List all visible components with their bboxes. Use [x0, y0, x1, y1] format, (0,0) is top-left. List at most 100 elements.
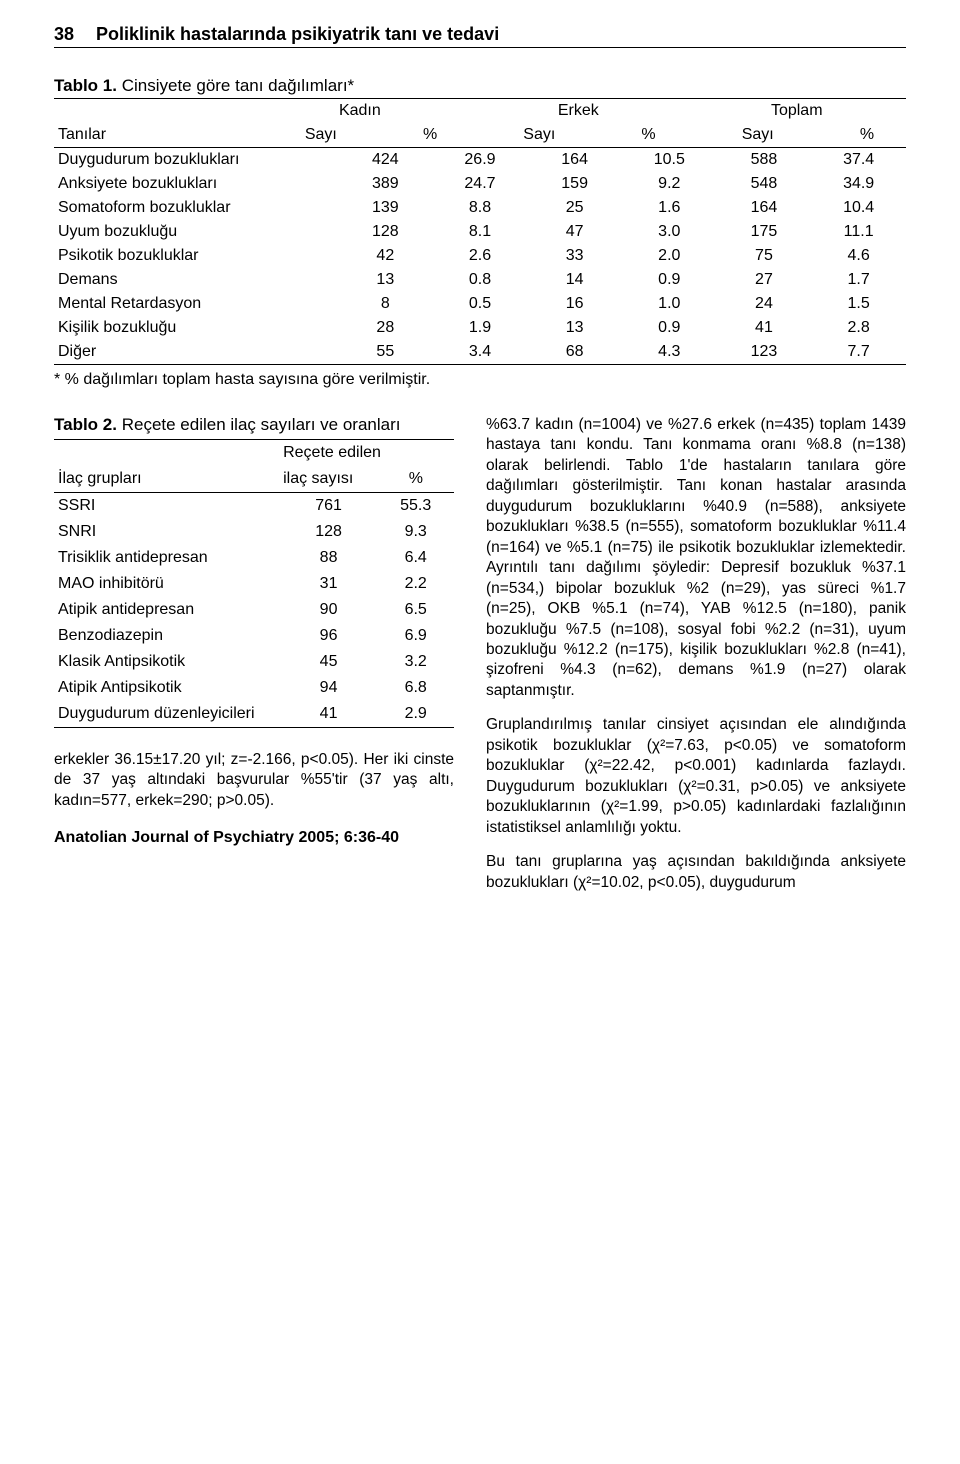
table2-count: 761	[280, 493, 378, 519]
table1-subheader-row: Tanılar Sayı % Sayı % Sayı %	[54, 123, 906, 147]
table-row: Benzodiazepin966.9	[54, 623, 454, 649]
table1-group-header-row: Kadın Erkek Toplam	[54, 99, 906, 123]
page: 38 Poliklinik hastalarında psikiyatrik t…	[0, 0, 960, 1464]
table-row: MAO inhibitörü312.2	[54, 571, 454, 597]
table2-row-label: Atipik Antipsikotik	[54, 675, 280, 701]
table2-body: SSRI76155.3SNRI1289.3Trisiklik antidepre…	[54, 493, 454, 727]
table-row: Psikotik bozukluklar422.6332.0754.6	[54, 244, 906, 268]
table-row: Mental Retardasyon80.5161.0241.5	[54, 292, 906, 316]
table1-cell: 1.9	[433, 316, 528, 340]
table-row: SSRI76155.3	[54, 493, 454, 519]
table1-cell: 16	[527, 292, 622, 316]
table2-row-label: Duygudurum düzenleyicileri	[54, 701, 280, 727]
table-row: Trisiklik antidepresan886.4	[54, 545, 454, 571]
table1-body: Duygudurum bozuklukları42426.916410.5588…	[54, 148, 906, 364]
table1-cell: 7.7	[811, 340, 906, 364]
table1-title: Tablo 1. Cinsiyete göre tanı dağılımları…	[54, 76, 906, 96]
table1-subhead: Sayı	[251, 123, 391, 147]
table1-footnote: * % dağılımları toplam hasta sayısına gö…	[54, 371, 906, 389]
table2-pct: 6.4	[377, 545, 454, 571]
table1-cell: 28	[338, 316, 433, 340]
table1-subhead: %	[391, 123, 469, 147]
journal-reference: Anatolian Journal of Psychiatry 2005; 6:…	[54, 829, 454, 847]
table2-row-label: MAO inhibitörü	[54, 571, 280, 597]
table-row: Atipik Antipsikotik946.8	[54, 675, 454, 701]
table1-cell: 588	[717, 148, 812, 172]
table1-cell: 0.8	[433, 268, 528, 292]
table1-cell: 1.6	[622, 196, 717, 220]
table2-row-label: Klasik Antipsikotik	[54, 649, 280, 675]
table2-header: Reçete edilen İlaç grupları ilaç sayısı …	[54, 440, 454, 492]
table1-cell: 47	[527, 220, 622, 244]
table1-row-label: Mental Retardasyon	[54, 292, 338, 316]
table-row: Atipik antidepresan906.5	[54, 597, 454, 623]
table2-row-label: SSRI	[54, 493, 280, 519]
table-row: Diğer553.4684.31237.7	[54, 340, 906, 364]
right-paragraph-1: %63.7 kadın (n=1004) ve %27.6 erkek (n=4…	[486, 415, 906, 701]
table1-group-male: Erkek	[469, 99, 687, 123]
table1-subhead: %	[828, 123, 906, 147]
table2-row-label: SNRI	[54, 519, 280, 545]
table2-pct: 6.5	[377, 597, 454, 623]
table1-cell: 2.6	[433, 244, 528, 268]
table2-row-label: Benzodiazepin	[54, 623, 280, 649]
two-column-area: Tablo 2. Reçete edilen ilaç sayıları ve …	[54, 415, 906, 907]
table1-cell: 2.8	[811, 316, 906, 340]
table1-row-label: Uyum bozukluğu	[54, 220, 338, 244]
table1-row-label: Psikotik bozukluklar	[54, 244, 338, 268]
right-paragraph-3: Bu tanı gruplarına yaş açısından bakıldı…	[486, 852, 906, 893]
table1-subhead: Sayı	[469, 123, 609, 147]
table2-bottom-rule	[54, 727, 454, 728]
table1-cell: 13	[527, 316, 622, 340]
table2-pct: 6.9	[377, 623, 454, 649]
table1-rowheader: Tanılar	[54, 123, 251, 147]
table1-cell: 11.1	[811, 220, 906, 244]
table1-cell: 27	[717, 268, 812, 292]
table1-cell: 128	[338, 220, 433, 244]
table2-count: 45	[280, 649, 378, 675]
table1-cell: 175	[717, 220, 812, 244]
table2-count: 41	[280, 701, 378, 727]
table1-cell: 8.8	[433, 196, 528, 220]
table1-cell: 10.5	[622, 148, 717, 172]
table1-row-label: Duygudurum bozuklukları	[54, 148, 338, 172]
table1-cell: 1.7	[811, 268, 906, 292]
table1-cell: 159	[527, 172, 622, 196]
table2-pct: 55.3	[377, 493, 454, 519]
table-row: Uyum bozukluğu1288.1473.017511.1	[54, 220, 906, 244]
table2-colhead: İlaç grupları	[54, 466, 279, 492]
table1-cell: 164	[717, 196, 812, 220]
table1-group-total: Toplam	[688, 99, 907, 123]
table1-label: Tablo 1.	[54, 76, 117, 95]
table1-cell: 24.7	[433, 172, 528, 196]
table2-header-top: Reçete edilen	[279, 440, 454, 466]
table-row: Duygudurum düzenleyicileri412.9	[54, 701, 454, 727]
table1-cell: 68	[527, 340, 622, 364]
table1-row-label: Demans	[54, 268, 338, 292]
table1-cell: 548	[717, 172, 812, 196]
table1-cell: 4.3	[622, 340, 717, 364]
table1-caption: Cinsiyete göre tanı dağılımları*	[122, 76, 354, 95]
right-column: %63.7 kadın (n=1004) ve %27.6 erkek (n=4…	[486, 415, 906, 907]
table2-count: 31	[280, 571, 378, 597]
table1: Kadın Erkek Toplam Tanılar Sayı % Sayı %…	[54, 99, 906, 147]
table1-bottom-rule	[54, 364, 906, 365]
table1-cell: 3.0	[622, 220, 717, 244]
table1-cell: 42	[338, 244, 433, 268]
table1-cell: 13	[338, 268, 433, 292]
right-paragraph-2: Gruplandırılmış tanılar cinsiyet açısınd…	[486, 715, 906, 838]
table-row: SNRI1289.3	[54, 519, 454, 545]
table1-cell: 8.1	[433, 220, 528, 244]
table1-cell: 123	[717, 340, 812, 364]
table1-cell: 75	[717, 244, 812, 268]
running-title: Poliklinik hastalarında psikiyatrik tanı…	[96, 24, 499, 45]
table1-cell: 4.6	[811, 244, 906, 268]
table1-cell: 3.4	[433, 340, 528, 364]
table1-row-label: Somatoform bozukluklar	[54, 196, 338, 220]
table1-cell: 424	[338, 148, 433, 172]
table1-cell: 2.0	[622, 244, 717, 268]
table1-cell: 10.4	[811, 196, 906, 220]
table1-cell: 1.0	[622, 292, 717, 316]
table1-cell: 0.5	[433, 292, 528, 316]
table2-colhead: ilaç sayısı	[279, 466, 378, 492]
